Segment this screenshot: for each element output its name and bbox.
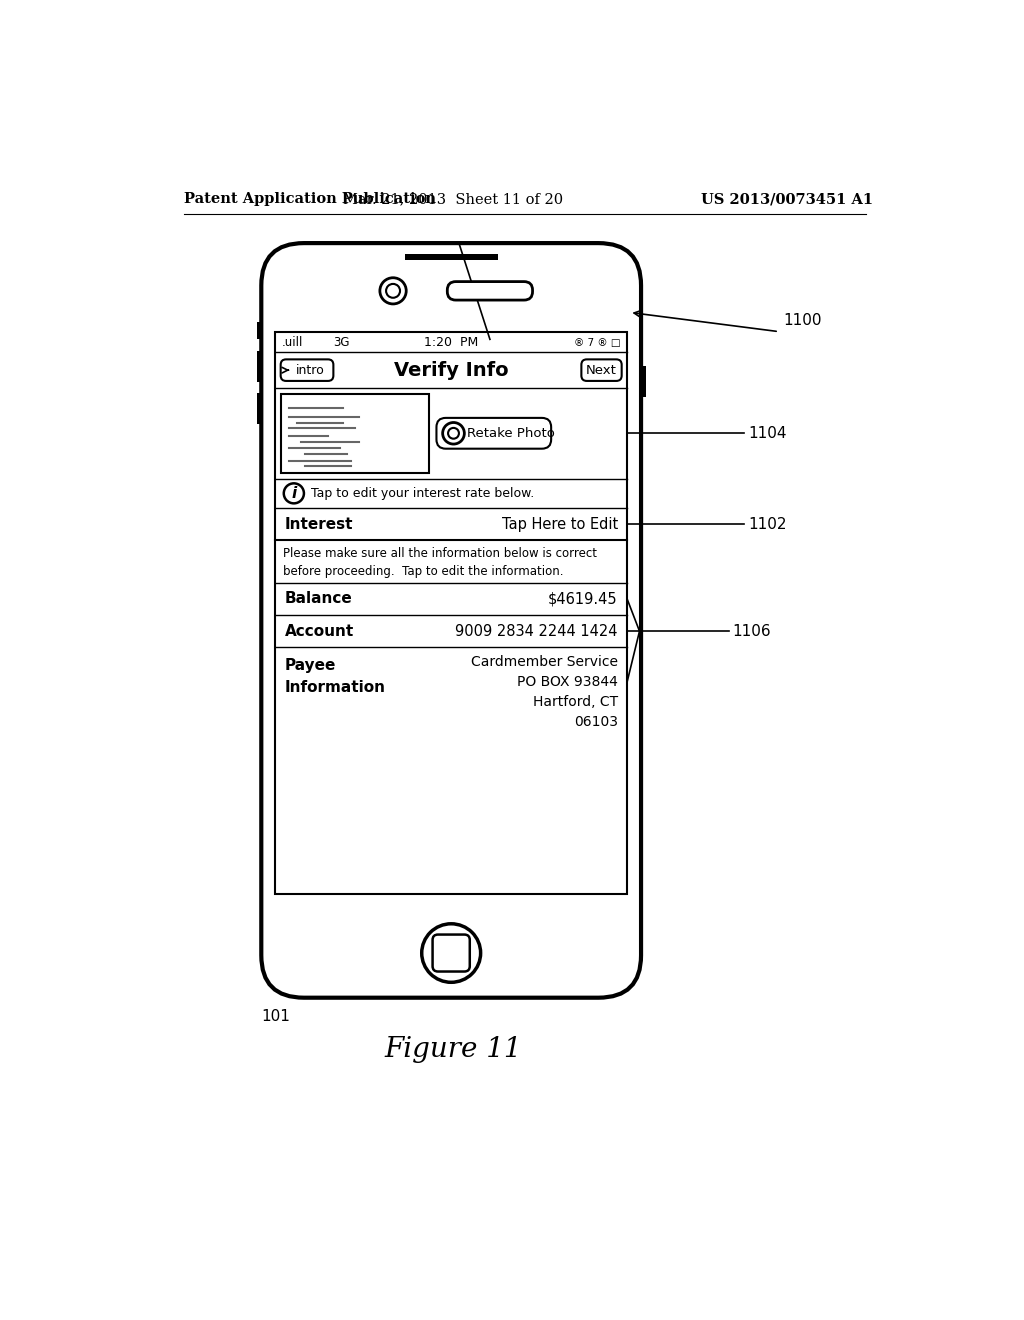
FancyBboxPatch shape (582, 359, 622, 381)
Bar (257, 393, 260, 424)
Bar (257, 351, 260, 381)
Text: Balance: Balance (285, 591, 352, 606)
Circle shape (442, 422, 464, 444)
Text: .uill: .uill (282, 337, 303, 350)
Text: 1102: 1102 (748, 516, 786, 532)
Bar (257, 322, 260, 339)
Circle shape (284, 483, 304, 503)
Text: Account: Account (285, 623, 354, 639)
Text: i: i (291, 486, 297, 500)
Bar (282, 395, 429, 473)
FancyBboxPatch shape (447, 281, 532, 300)
Text: ® 7 ® □: ® 7 ® □ (574, 338, 621, 348)
Bar (275, 331, 627, 894)
Text: 9009 2834 2244 1424: 9009 2834 2244 1424 (456, 623, 617, 639)
Text: 101: 101 (261, 1010, 290, 1024)
FancyBboxPatch shape (261, 243, 641, 998)
Text: Tap to edit your interest rate below.: Tap to edit your interest rate below. (311, 487, 535, 500)
Circle shape (422, 924, 480, 982)
Text: Payee
Information: Payee Information (285, 659, 386, 696)
Text: Next: Next (586, 363, 617, 376)
Bar (404, 253, 498, 260)
Text: Interest: Interest (285, 516, 353, 532)
Text: 1104: 1104 (748, 426, 786, 441)
Text: 1:20  PM: 1:20 PM (424, 337, 478, 350)
Text: 3G: 3G (334, 337, 350, 350)
Circle shape (449, 428, 459, 438)
Text: Mar. 21, 2013  Sheet 11 of 20: Mar. 21, 2013 Sheet 11 of 20 (343, 193, 563, 206)
FancyBboxPatch shape (281, 359, 334, 381)
Text: Cardmember Service
PO BOX 93844
Hartford, CT
06103: Cardmember Service PO BOX 93844 Hartford… (471, 655, 617, 729)
Circle shape (380, 277, 407, 304)
Text: Figure 11: Figure 11 (385, 1036, 522, 1063)
Text: 1100: 1100 (783, 313, 821, 327)
FancyBboxPatch shape (436, 418, 551, 449)
Text: Please make sure all the information below is correct
before proceeding.  Tap to: Please make sure all the information bel… (283, 548, 597, 578)
Bar (642, 367, 646, 397)
Text: intro: intro (296, 363, 325, 376)
Text: Patent Application Publication: Patent Application Publication (183, 193, 436, 206)
Text: Retake Photo: Retake Photo (467, 426, 555, 440)
Text: Verify Info: Verify Info (394, 360, 509, 380)
Text: Tap Here to Edit: Tap Here to Edit (502, 516, 617, 532)
Text: $4619.45: $4619.45 (548, 591, 617, 606)
FancyBboxPatch shape (432, 935, 470, 972)
Text: 1106: 1106 (732, 623, 771, 639)
Circle shape (386, 284, 400, 298)
Text: US 2013/0073451 A1: US 2013/0073451 A1 (700, 193, 872, 206)
